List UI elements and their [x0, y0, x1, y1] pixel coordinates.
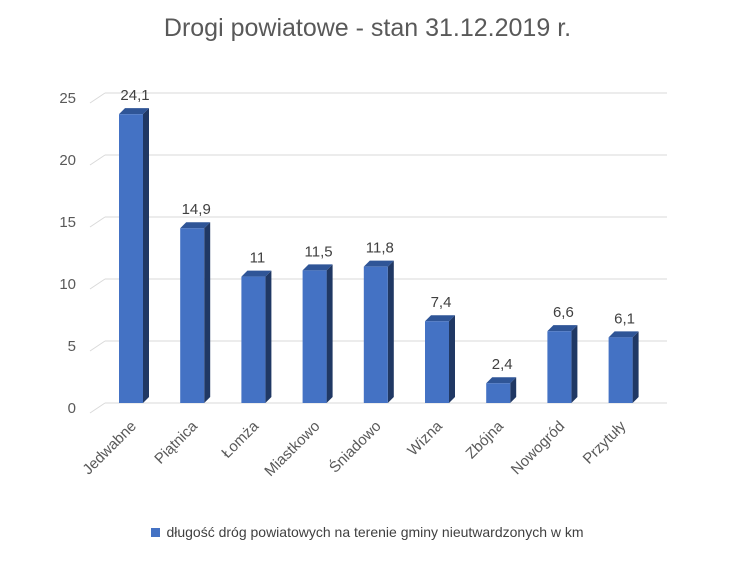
bar-side [265, 270, 272, 403]
y-tick-label: 5 [68, 338, 76, 355]
x-tick-label: Miastkowo [261, 418, 323, 480]
bar-top [180, 222, 211, 229]
y-tick-label: 10 [59, 276, 76, 293]
bar [302, 270, 327, 403]
data-label: 11,5 [305, 243, 333, 260]
x-tick-label: Wizna [404, 417, 446, 459]
bar-side [387, 260, 394, 403]
legend-label: długość dróg powiatowych na terenie gmin… [166, 524, 584, 540]
x-tick-label: Jedwabne [79, 418, 139, 478]
y-tick-label: 15 [59, 214, 76, 231]
gridline-side [89, 340, 106, 352]
bar [241, 276, 266, 403]
bar-side [571, 325, 578, 403]
x-tick-label: Zbójna [463, 417, 508, 462]
gridline-side [89, 92, 106, 104]
bar-side [632, 331, 639, 403]
bar-side [143, 108, 149, 403]
bar-top [119, 108, 149, 115]
bar-top [302, 264, 333, 271]
bar-side [510, 377, 517, 403]
data-label: 14,9 [182, 201, 211, 218]
bar [180, 228, 205, 403]
bar-top [486, 377, 517, 384]
x-tick-label: Łomża [218, 417, 262, 461]
gridline-side [89, 278, 106, 290]
data-label: 24,1 [120, 87, 149, 104]
bar-top [425, 315, 455, 322]
bar-top [608, 331, 639, 338]
gridline-side [89, 402, 106, 414]
data-label: 11 [250, 250, 266, 267]
bar [119, 114, 143, 403]
bar-top [241, 270, 272, 277]
data-label: 11,8 [366, 240, 394, 257]
data-label: 2,4 [492, 356, 513, 373]
y-tick-label: 25 [59, 90, 76, 107]
y-tick-label: 0 [68, 400, 76, 417]
x-tick-label: Nowogród [508, 418, 568, 478]
x-tick-label: Przytuły [580, 417, 630, 467]
bar [608, 337, 633, 403]
legend-swatch [151, 528, 161, 537]
bar [486, 383, 511, 403]
y-tick-label: 20 [59, 152, 76, 169]
data-label: 6,1 [614, 310, 635, 327]
bar [363, 266, 388, 403]
chart-title: Drogi powiatowe - stan 31.12.2019 r. [163, 14, 572, 42]
x-tick-label: Śniadowo [325, 417, 384, 476]
gridline-side [89, 216, 106, 228]
bar-side [449, 315, 455, 403]
bar-top [363, 260, 394, 267]
legend: długość dróg powiatowych na terenie gmin… [0, 524, 735, 540]
bar [547, 331, 572, 403]
bar-side [204, 222, 211, 403]
bar-side [326, 264, 333, 403]
bar [425, 321, 449, 403]
gridline-side [89, 154, 106, 166]
data-label: 7,4 [431, 294, 452, 311]
data-label: 6,6 [553, 304, 574, 321]
x-tick-label: Piątnica [151, 417, 201, 467]
bar-top [547, 325, 578, 332]
